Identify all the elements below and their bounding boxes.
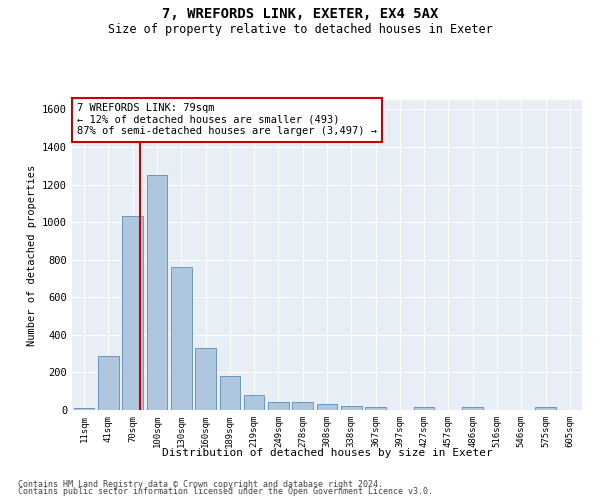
Bar (220, 376, 240, 410)
Bar (195, 348, 216, 410)
Text: 7 WREFORDS LINK: 79sqm
← 12% of detached houses are smaller (493)
87% of semi-de: 7 WREFORDS LINK: 79sqm ← 12% of detached… (77, 103, 377, 136)
Bar (414, 407, 434, 410)
Text: Contains HM Land Registry data © Crown copyright and database right 2024.: Contains HM Land Registry data © Crown c… (18, 480, 383, 489)
Bar (171, 267, 191, 410)
Bar (98, 356, 119, 410)
Text: 7, WREFORDS LINK, EXETER, EX4 5AX: 7, WREFORDS LINK, EXETER, EX4 5AX (162, 8, 438, 22)
Text: Size of property relative to detached houses in Exeter: Size of property relative to detached ho… (107, 22, 493, 36)
Bar (463, 407, 483, 410)
Bar (146, 175, 167, 410)
Text: Contains public sector information licensed under the Open Government Licence v3: Contains public sector information licen… (18, 488, 433, 496)
Bar (244, 395, 265, 410)
Bar (341, 406, 362, 410)
Bar (365, 407, 386, 410)
Bar (74, 408, 94, 410)
Bar (535, 407, 556, 410)
Bar (122, 216, 143, 410)
Y-axis label: Number of detached properties: Number of detached properties (26, 164, 37, 346)
Text: Distribution of detached houses by size in Exeter: Distribution of detached houses by size … (161, 448, 493, 458)
Bar (292, 402, 313, 410)
Bar (268, 402, 289, 410)
Bar (317, 404, 337, 410)
